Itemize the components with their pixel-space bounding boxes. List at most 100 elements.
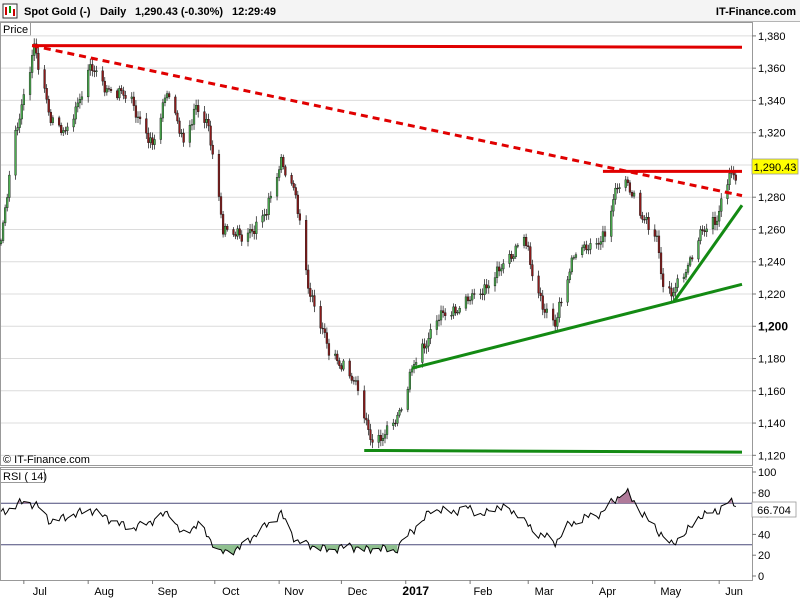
candle (145, 112, 148, 139)
candle (267, 192, 270, 220)
candle (396, 412, 399, 427)
candle (64, 126, 67, 135)
candle (246, 228, 250, 247)
candle (321, 322, 324, 335)
candle (614, 183, 617, 205)
candle (91, 58, 94, 77)
candle (423, 338, 426, 354)
rsi-tick-label: 40 (758, 529, 770, 541)
candle (338, 357, 341, 369)
candle (439, 305, 443, 326)
price-tick-label: 1,280 (758, 192, 786, 204)
rsi-oversold-fill (351, 544, 398, 554)
x-tick-label: Apr (599, 586, 616, 598)
candle (444, 308, 447, 321)
candle (558, 297, 561, 323)
candle (508, 250, 511, 268)
candle (211, 140, 214, 160)
price-tick-label: 1,360 (758, 63, 786, 75)
candle (487, 280, 490, 294)
candle (466, 293, 470, 305)
candle (149, 132, 152, 149)
candle (572, 255, 575, 261)
price-tick-label: 1,260 (758, 224, 786, 236)
x-tick-label: Feb (473, 586, 492, 598)
rsi-plot (0, 487, 752, 556)
candle (120, 85, 123, 94)
candle (464, 294, 468, 311)
x-tick-label: Nov (284, 586, 304, 598)
candle (178, 117, 181, 137)
price-tick-label: 1,220 (758, 289, 786, 301)
candle (174, 94, 177, 116)
candle (66, 122, 69, 136)
candle (298, 209, 301, 225)
candle (425, 340, 428, 354)
candle (701, 225, 704, 235)
candle (377, 429, 380, 449)
candle (686, 262, 690, 275)
candle (641, 211, 644, 223)
candle (624, 176, 627, 192)
candle (691, 255, 694, 262)
rsi-last-value: 66.704 (757, 505, 791, 517)
candle (130, 92, 133, 104)
candle (309, 282, 312, 303)
candle (60, 122, 63, 136)
candle (566, 275, 569, 307)
candle (365, 412, 368, 426)
candle (684, 269, 688, 281)
candle (138, 111, 142, 125)
price-tick-label: 1,180 (758, 354, 786, 366)
candle (197, 99, 200, 118)
candle (668, 280, 671, 294)
price-y-axis: 1,3801,3601,3401,3201,3001,2801,2601,240… (1, 31, 788, 462)
candle (705, 223, 708, 237)
rsi-tick-label: 0 (758, 571, 764, 583)
candle (552, 303, 555, 326)
candle (468, 296, 472, 305)
instrument-title: Spot Gold (-) (24, 6, 91, 18)
candle (630, 190, 634, 199)
candle (676, 274, 679, 292)
candle (670, 282, 673, 302)
rsi-oversold-fill (310, 544, 340, 553)
candle (236, 225, 239, 240)
candle (554, 314, 557, 332)
header-bar (0, 0, 800, 22)
candle (282, 154, 285, 170)
candle (325, 327, 328, 349)
candle (58, 115, 61, 128)
candle (14, 125, 17, 180)
candle (134, 100, 138, 123)
candle (269, 191, 272, 203)
candle (188, 120, 191, 148)
candle (645, 212, 648, 225)
candle (603, 225, 607, 243)
candle (718, 205, 721, 227)
candle (161, 98, 164, 123)
rsi-tick-label: 80 (758, 488, 770, 500)
candle (348, 358, 351, 379)
candle (89, 58, 92, 76)
trendlines (31, 44, 744, 454)
watermark: © IT-Finance.com (3, 454, 90, 466)
candle (253, 225, 256, 240)
x-tick-label: Jul (33, 586, 47, 598)
candle (136, 111, 140, 124)
candle (618, 183, 621, 194)
candle (662, 268, 665, 293)
candle (354, 376, 358, 386)
candle (8, 170, 11, 202)
rsi-label-box (0, 469, 45, 483)
price-label: Price (3, 24, 28, 36)
price-candles (0, 38, 737, 449)
candle (22, 88, 25, 111)
candle (182, 128, 185, 147)
candle (76, 97, 79, 113)
x-tick-label: Mar (535, 586, 554, 598)
candle (367, 414, 370, 436)
candle (207, 113, 210, 132)
candle (485, 278, 488, 294)
